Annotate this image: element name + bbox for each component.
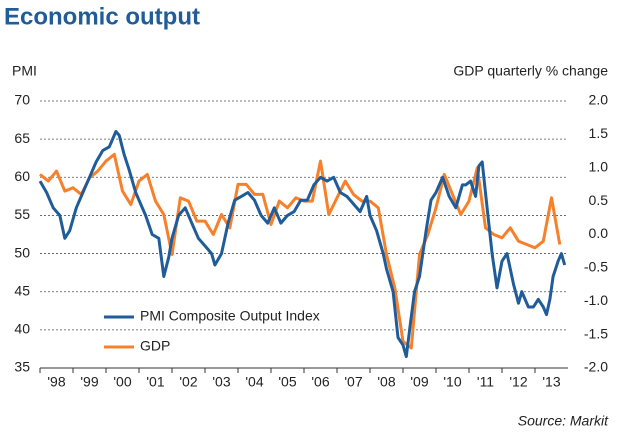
x-tick-label: '11 [477,374,494,390]
y2-tick-label: 0.0 [589,225,609,241]
y-tick-label: 45 [14,282,30,298]
y-tick-label: 60 [14,168,30,184]
x-tick-label: '10 [443,374,461,390]
x-tick-label: '05 [278,374,296,390]
legend-label: GDP [140,338,170,354]
source: Source: Markit [518,413,609,429]
y2-tick-label: 1.0 [589,158,609,174]
y-tick-label: 65 [14,130,30,146]
y2-axis-label: GDP quarterly % change [453,63,608,79]
y-tick-label: 35 [14,359,30,375]
x-tick-label: '02 [179,374,197,390]
x-tick-label: '07 [344,374,362,390]
x-tick-label: '01 [146,374,164,390]
y2-tick-label: -2.0 [584,359,608,375]
y2-tick-label: 1.5 [589,125,609,141]
y-tick-label: 50 [14,244,30,260]
x-tick-label: '09 [410,374,428,390]
y-tick-label: 40 [14,321,30,337]
y2-tick-label: -1.5 [584,325,608,341]
x-tick-label: '12 [509,374,527,390]
y2-tick-label: -1.0 [584,292,608,308]
y2-tick-label: -0.5 [584,259,608,275]
x-tick-label: '03 [212,374,230,390]
x-tick-label: '00 [113,374,131,390]
y-tick-label: 70 [14,92,30,108]
chart-title: Economic output [4,3,200,30]
x-tick-label: '13 [542,374,560,390]
legend-label: PMI Composite Output Index [140,308,320,324]
x-tick-label: '06 [311,374,329,390]
series-line [38,130,567,359]
x-tick-label: '08 [377,374,395,390]
x-tick-label: '98 [47,374,65,390]
y2-tick-label: 2.0 [589,92,609,108]
y-axis-label: PMI [12,63,37,79]
x-tick-label: '04 [245,374,263,390]
y2-tick-label: 0.5 [589,192,609,208]
y-tick-label: 55 [14,206,30,222]
x-tick-label: '99 [80,374,98,390]
